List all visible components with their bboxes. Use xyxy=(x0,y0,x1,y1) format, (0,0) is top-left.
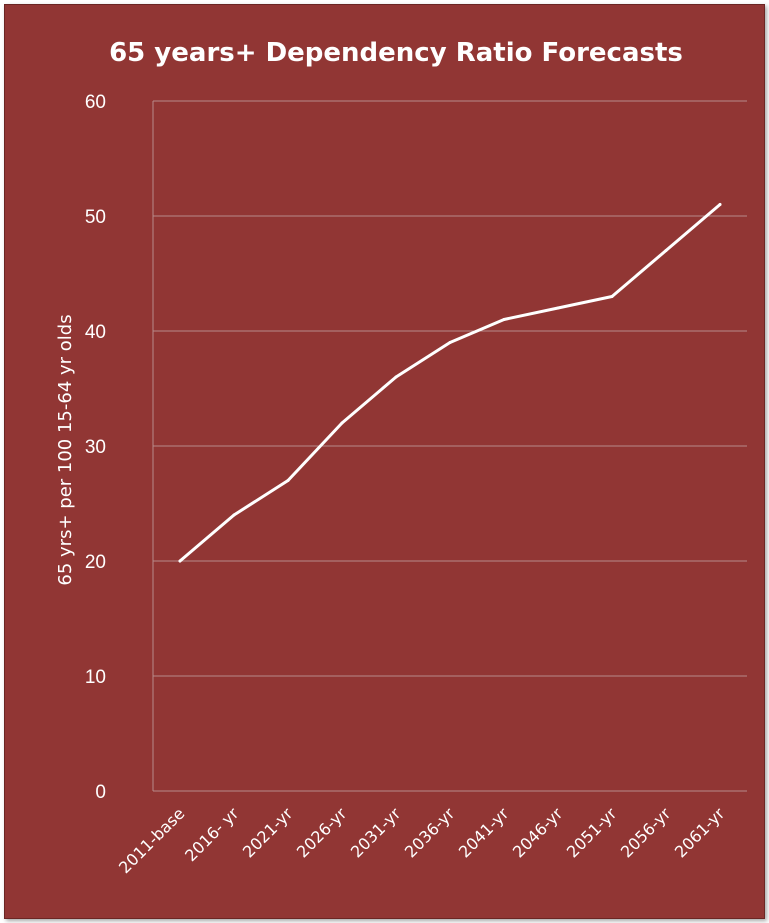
data-point xyxy=(502,318,506,321)
y-tick-label: 50 xyxy=(85,207,106,228)
x-tick-label: 2046-yr xyxy=(509,804,567,862)
y-tick-label: 20 xyxy=(85,552,106,573)
x-tick-label: 2056-yr xyxy=(617,804,675,862)
x-tick-label: 2016- yr xyxy=(181,804,243,866)
y-tick-labels: 0 10 20 30 40 50 60 xyxy=(85,92,106,803)
series-line xyxy=(178,203,722,563)
data-point xyxy=(718,203,722,206)
data-point xyxy=(178,559,182,563)
x-tick-label: 2011-base xyxy=(115,804,188,877)
y-tick-label: 0 xyxy=(95,782,106,803)
axes xyxy=(152,101,747,792)
x-tick-label: 2026-yr xyxy=(293,804,351,862)
x-tick-label: 2041-yr xyxy=(455,804,513,862)
data-point xyxy=(556,306,560,310)
data-point xyxy=(340,421,344,425)
y-tick-label: 30 xyxy=(85,437,106,458)
y-axis-label: 65 yrs+ per 100 15-64 yr olds xyxy=(55,314,76,585)
series-layer xyxy=(178,203,722,563)
line-chart: 65 years+ Dependency Ratio Forecasts 0 10… xyxy=(55,38,747,878)
x-tick-label: 2051-yr xyxy=(563,804,621,862)
y-tick-label: 60 xyxy=(85,92,106,113)
chart-title: 65 years+ Dependency Ratio Forecasts xyxy=(109,38,683,68)
x-tick-label: 2031-yr xyxy=(347,804,405,862)
y-tick-label: 40 xyxy=(85,322,106,343)
chart-frame: 65 years+ Dependency Ratio Forecasts 0 10… xyxy=(4,4,765,919)
gridlines xyxy=(153,100,747,677)
data-point xyxy=(664,249,668,252)
x-tick-label: 2036-yr xyxy=(401,804,459,862)
y-tick-label: 10 xyxy=(85,667,106,688)
data-point xyxy=(394,375,398,379)
data-point xyxy=(232,513,236,517)
data-point xyxy=(286,479,290,482)
x-tick-label: 2061-yr xyxy=(671,804,729,862)
data-point xyxy=(610,295,614,298)
x-tick-label: 2021-yr xyxy=(239,804,297,862)
data-point xyxy=(448,341,452,344)
